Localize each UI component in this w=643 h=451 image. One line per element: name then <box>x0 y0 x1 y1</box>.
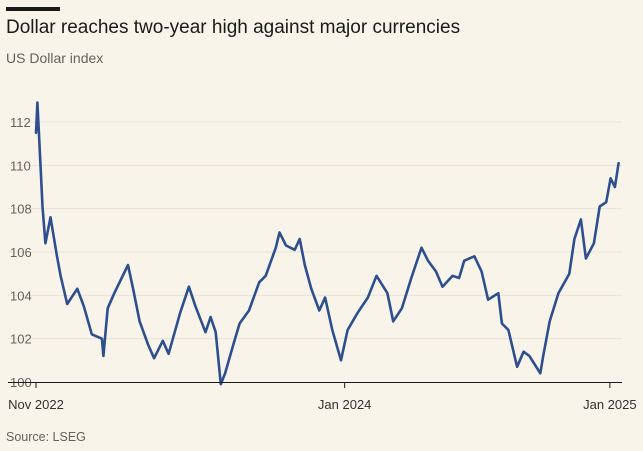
x-tick-label: Jan 2025 <box>583 397 637 412</box>
chart-subtitle: US Dollar index <box>6 50 104 66</box>
x-tick-label: Jan 2024 <box>318 397 372 412</box>
series-layer <box>34 101 620 386</box>
y-tick-label: 102 <box>10 332 32 347</box>
y-tick-label: 110 <box>10 158 31 173</box>
y-tick-label: 112 <box>10 115 31 130</box>
dollar-index-line <box>34 101 620 386</box>
source-note: Source: LSEG <box>6 430 86 444</box>
chart-grid <box>8 121 622 340</box>
x-tick-label: Nov 2022 <box>8 397 64 412</box>
y-tick-label: 106 <box>10 245 32 260</box>
y-tick-label: 108 <box>10 202 32 217</box>
chart-title: Dollar reaches two-year high against maj… <box>6 17 461 38</box>
x-axis-ticks: Nov 2022 Jan 2024 Jan 2025 <box>8 382 637 412</box>
title-accent-rule <box>6 7 60 11</box>
y-tick-label: 104 <box>10 288 32 303</box>
